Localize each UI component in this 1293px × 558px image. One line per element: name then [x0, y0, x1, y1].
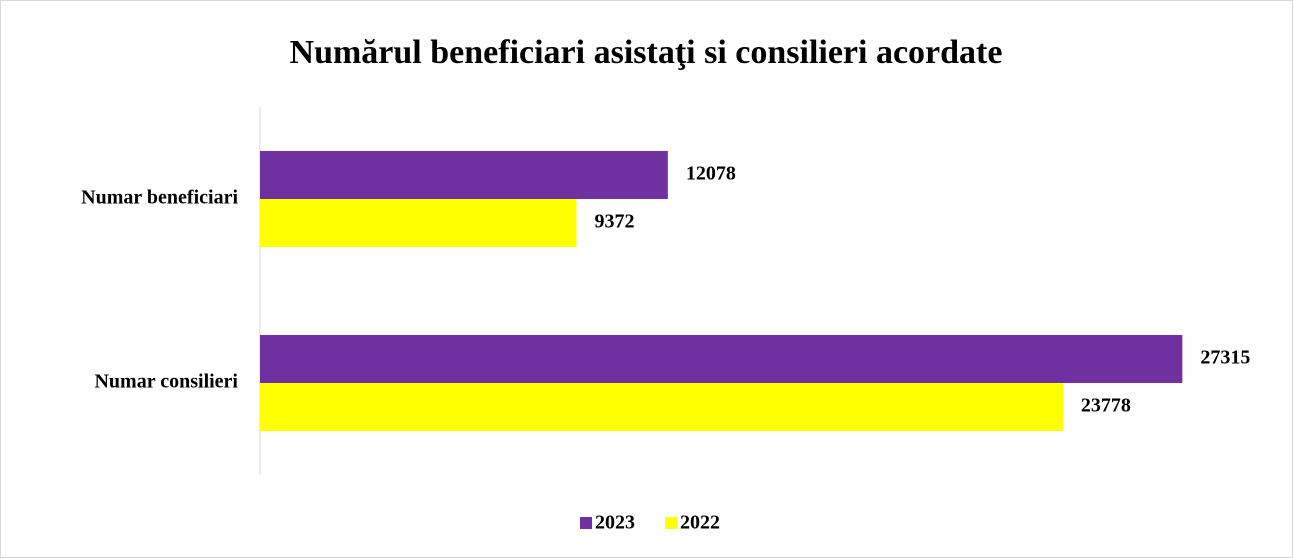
legend-swatch [580, 517, 592, 529]
legend-label: 2023 [595, 512, 635, 534]
bar [260, 199, 577, 247]
bar [260, 335, 1183, 383]
y-tick-label: Numar consilieri [94, 371, 238, 393]
data-label: 9372 [594, 211, 634, 233]
legend-label: 2022 [680, 512, 720, 534]
y-tick-label: Numar beneficiari [81, 187, 238, 209]
data-label: 23778 [1081, 395, 1131, 417]
data-label: 27315 [1200, 347, 1250, 369]
data-label: 12078 [686, 163, 736, 185]
bar [260, 151, 668, 199]
legend-swatch [665, 517, 677, 529]
chart-title: Numărul beneficiari asistaţi si consilie… [290, 34, 1003, 71]
bar [260, 383, 1063, 431]
